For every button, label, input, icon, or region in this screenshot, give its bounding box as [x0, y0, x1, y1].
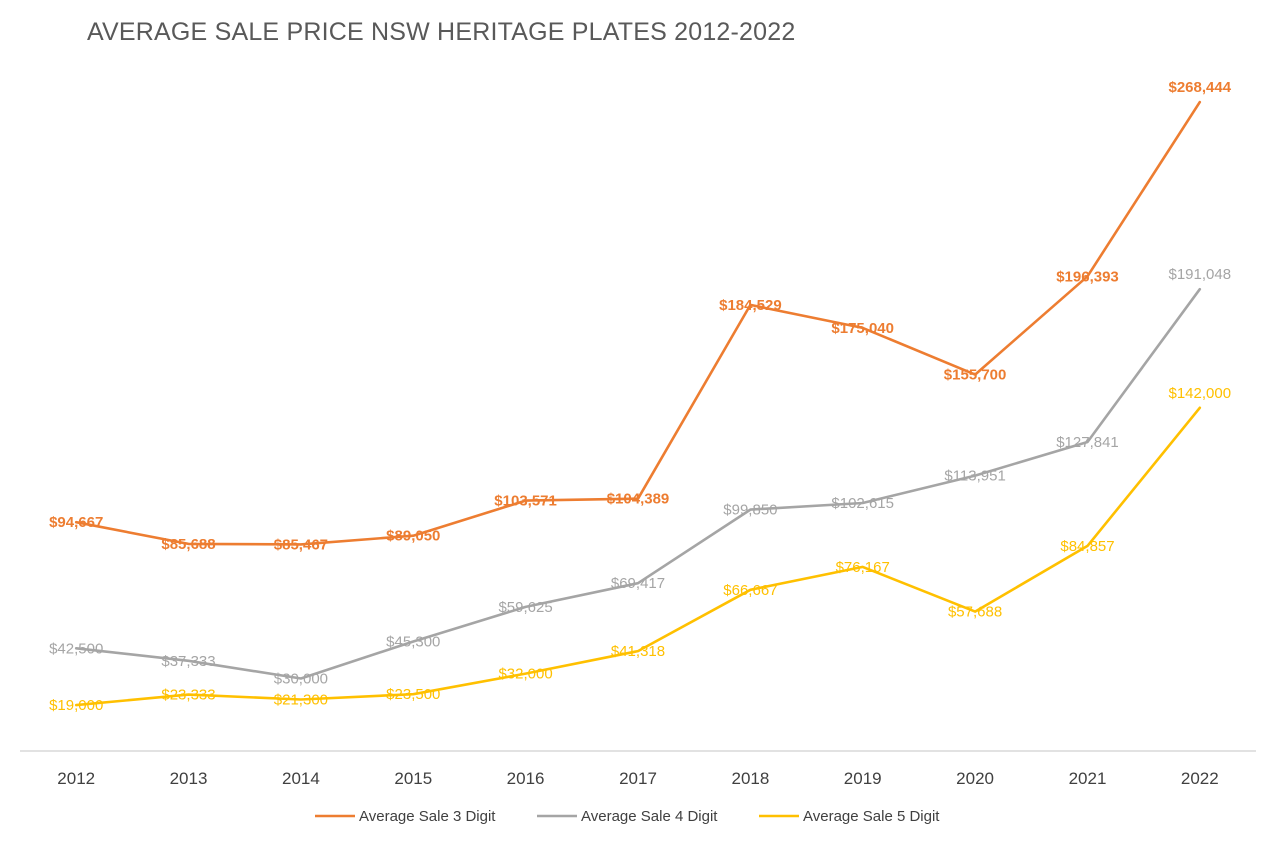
x-tick-label: 2012 — [57, 769, 95, 788]
data-label: $23,333 — [161, 687, 215, 704]
x-tick-label: 2020 — [956, 769, 994, 788]
data-label: $196,393 — [1056, 268, 1119, 285]
data-label: $84,857 — [1060, 538, 1114, 555]
data-label: $76,167 — [836, 559, 890, 576]
data-label: $191,048 — [1169, 266, 1232, 283]
x-tick-layer: 2012 2013 2014 2015 2016 2017 2018 2019 2020 2021… — [57, 769, 1218, 788]
data-label: $37,333 — [161, 653, 215, 670]
data-label: $142,000 — [1169, 385, 1232, 402]
data-label: $127,841 — [1056, 434, 1119, 451]
data-label: $103,571 — [494, 493, 557, 510]
series-layer — [74, 100, 1202, 707]
data-label: $30,000 — [274, 671, 328, 688]
series-line-3-digit — [74, 100, 1202, 546]
data-label: $57,688 — [948, 604, 1002, 621]
data-label: $85,467 — [274, 536, 328, 553]
data-label: $175,040 — [831, 320, 894, 337]
legend-entry: Average Sale 5 Digit — [803, 808, 940, 825]
data-label: $99,850 — [723, 502, 777, 519]
x-tick-label: 2018 — [731, 769, 769, 788]
data-label: $85,688 — [161, 536, 215, 553]
data-label: $113,951 — [944, 468, 1005, 485]
data-label: $59,625 — [498, 599, 552, 616]
legend: Average Sale 3 Digit Average Sale 4 Digit… — [315, 808, 940, 825]
x-tick-label: 2019 — [844, 769, 882, 788]
chart-title: AVERAGE SALE PRICE NSW HERITAGE PLATES 2… — [87, 18, 796, 46]
data-label: $104,389 — [607, 491, 670, 508]
x-tick-label: 2022 — [1181, 769, 1219, 788]
legend-entry: Average Sale 4 Digit — [581, 808, 718, 825]
series-line-5-digit — [74, 406, 1202, 707]
data-label: $66,667 — [723, 582, 777, 599]
x-tick-label: 2016 — [507, 769, 545, 788]
data-label: $268,444 — [1169, 79, 1232, 96]
data-label: $32,000 — [498, 666, 552, 683]
data-label: $94,667 — [49, 514, 103, 531]
data-label: $23,500 — [386, 686, 440, 703]
series-line-4-digit — [74, 287, 1202, 680]
legend-entry: Average Sale 3 Digit — [359, 808, 496, 825]
x-tick-label: 2017 — [619, 769, 657, 788]
data-label: $45,300 — [386, 634, 440, 651]
x-tick-label: 2015 — [394, 769, 432, 788]
data-label: $41,318 — [611, 643, 665, 660]
data-label: $42,500 — [49, 640, 103, 657]
data-label: $89,050 — [386, 528, 440, 545]
data-label: $21,300 — [274, 692, 328, 709]
x-tick-label: 2013 — [170, 769, 208, 788]
data-label: $69,417 — [611, 575, 665, 592]
data-label: $184,529 — [719, 297, 782, 314]
data-label: $19,000 — [49, 697, 103, 714]
data-label: $155,700 — [944, 367, 1007, 384]
data-label: $102,615 — [831, 495, 894, 512]
data-label-layer: $94,667 $85,688 $85,467 $89,050 $103,571 $104… — [49, 79, 1232, 714]
x-tick-label: 2014 — [282, 769, 320, 788]
x-tick-label: 2021 — [1069, 769, 1107, 788]
